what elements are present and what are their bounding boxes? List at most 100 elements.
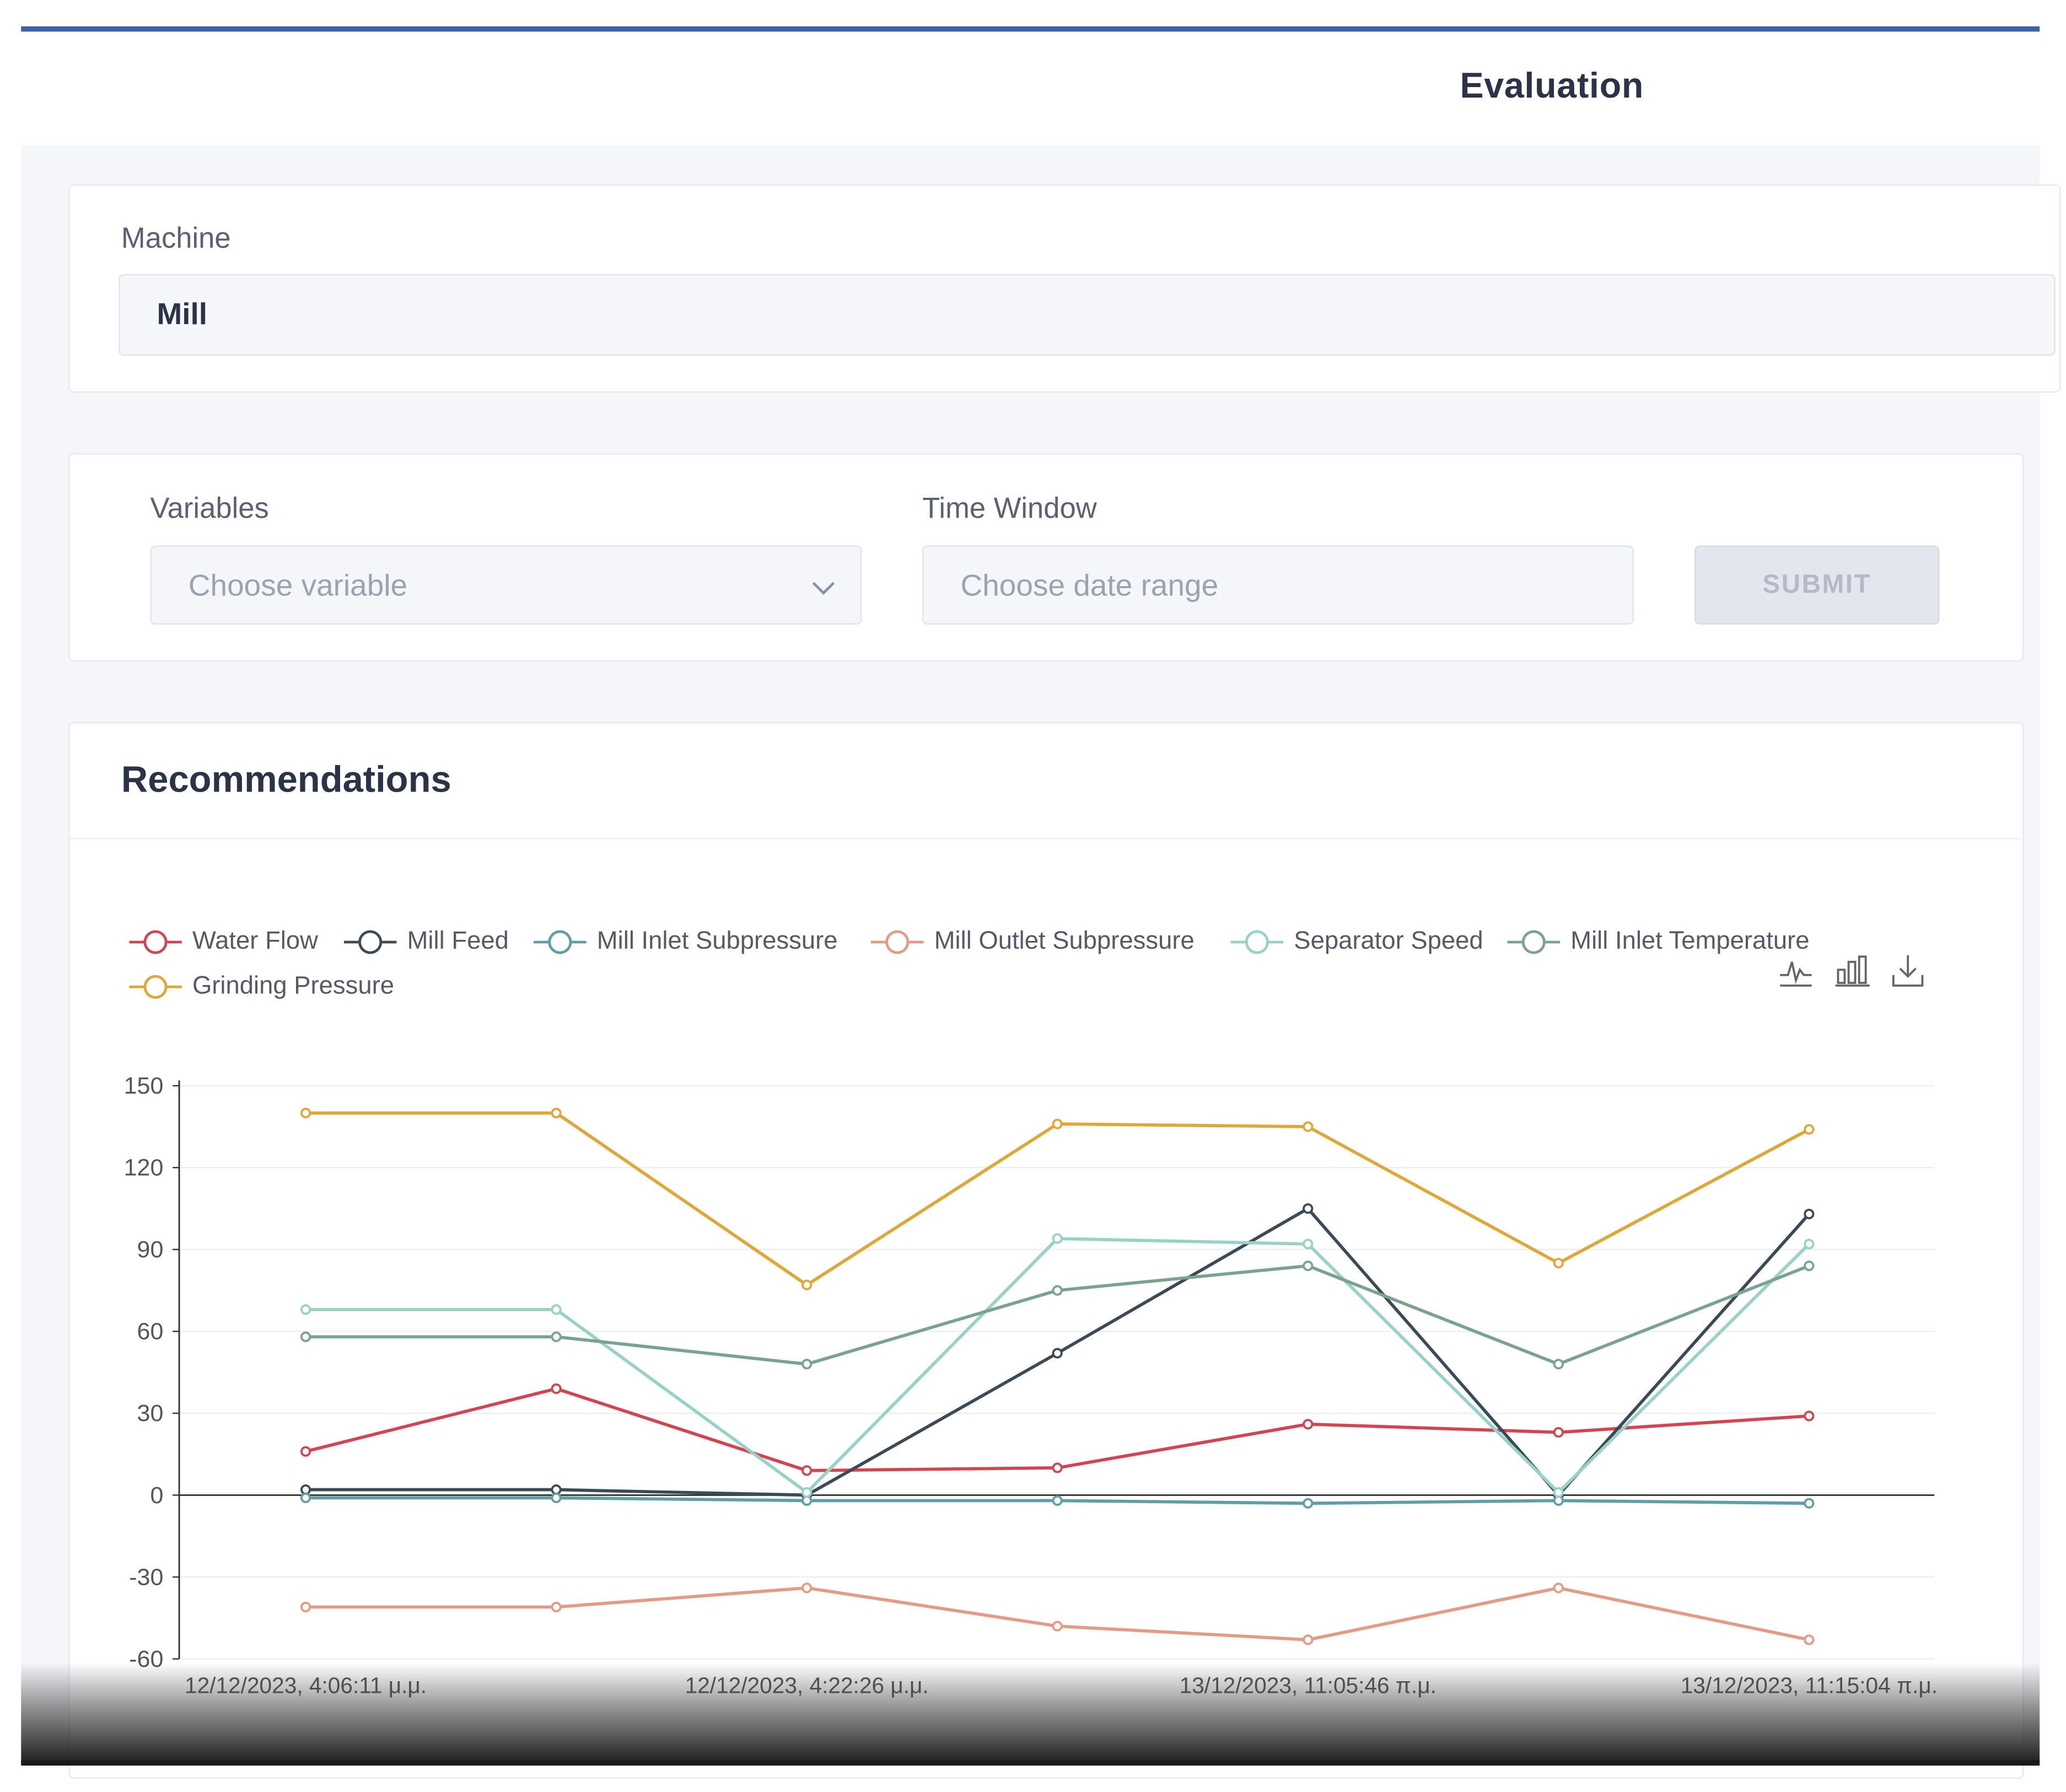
series-line bbox=[305, 1387, 1810, 1472]
legend-marker-icon bbox=[870, 930, 924, 954]
data-point[interactable] bbox=[300, 1492, 311, 1503]
series-0 bbox=[300, 1383, 1815, 1476]
recommendations-title: Recommendations bbox=[121, 758, 451, 800]
submit-button[interactable]: SUBMIT bbox=[1694, 545, 1940, 625]
data-point[interactable] bbox=[300, 1107, 311, 1118]
data-point[interactable] bbox=[551, 1304, 562, 1315]
data-point[interactable] bbox=[801, 1487, 813, 1498]
y-tick-label: 0 bbox=[150, 1482, 163, 1509]
series-3 bbox=[300, 1583, 1815, 1645]
series-4 bbox=[300, 1233, 1815, 1498]
y-tick-label: 120 bbox=[124, 1155, 164, 1181]
legend-marker-icon bbox=[1507, 930, 1561, 954]
line-chart-icon[interactable] bbox=[1776, 951, 1816, 991]
data-point[interactable] bbox=[1052, 1348, 1063, 1359]
legend-marker-icon bbox=[534, 930, 587, 954]
data-point[interactable] bbox=[551, 1492, 562, 1503]
bottom-edge bbox=[21, 1760, 2040, 1766]
legend-item-water-flow[interactable]: Water Flow bbox=[129, 925, 318, 959]
data-point[interactable] bbox=[1553, 1583, 1564, 1594]
legend-label: Water Flow bbox=[192, 927, 318, 956]
data-point[interactable] bbox=[1804, 1498, 1815, 1509]
date-range-input[interactable]: Choose date range bbox=[922, 545, 1634, 625]
data-point[interactable] bbox=[1804, 1260, 1815, 1272]
data-point[interactable] bbox=[300, 1304, 311, 1315]
legend-item-mill-outlet-subpressure[interactable]: Mill Outlet Subpressure bbox=[870, 925, 1195, 959]
legend-item-separator-speed[interactable]: Separator Speed bbox=[1230, 925, 1483, 959]
data-point[interactable] bbox=[801, 1279, 813, 1290]
data-point[interactable] bbox=[551, 1601, 562, 1612]
data-point[interactable] bbox=[801, 1583, 813, 1594]
data-point[interactable] bbox=[1303, 1203, 1314, 1214]
data-point[interactable] bbox=[1303, 1634, 1314, 1645]
page-title: Evaluation bbox=[1460, 66, 1644, 106]
data-point[interactable] bbox=[1052, 1621, 1063, 1632]
data-point[interactable] bbox=[1052, 1233, 1063, 1244]
data-point[interactable] bbox=[1804, 1634, 1815, 1645]
legend-item-mill-inlet-subpressure[interactable]: Mill Inlet Subpressure bbox=[534, 925, 838, 959]
data-point[interactable] bbox=[300, 1601, 311, 1612]
chart-axes bbox=[173, 1080, 1934, 1660]
data-point[interactable] bbox=[551, 1383, 562, 1394]
data-point[interactable] bbox=[1804, 1208, 1815, 1219]
data-point[interactable] bbox=[1303, 1121, 1314, 1132]
data-point[interactable] bbox=[801, 1359, 813, 1370]
y-tick-label: 90 bbox=[137, 1236, 164, 1263]
series-line bbox=[305, 1237, 1810, 1494]
machine-select[interactable]: Mill bbox=[119, 274, 2056, 356]
legend-label: Mill Inlet Subpressure bbox=[596, 927, 838, 956]
data-point[interactable] bbox=[1052, 1462, 1063, 1473]
y-tick-label: 60 bbox=[137, 1319, 164, 1345]
data-point[interactable] bbox=[1303, 1498, 1314, 1509]
date-range-placeholder: Choose date range bbox=[960, 568, 1219, 602]
data-point[interactable] bbox=[1553, 1257, 1564, 1269]
legend-label: Mill Feed bbox=[407, 927, 509, 956]
data-point[interactable] bbox=[1553, 1427, 1564, 1438]
series-5 bbox=[300, 1260, 1815, 1370]
y-tick-label: 30 bbox=[137, 1400, 164, 1427]
legend-item-mill-inlet-temperature[interactable]: Mill Inlet Temperature bbox=[1507, 925, 1810, 959]
legend-marker-icon bbox=[343, 930, 397, 954]
machine-value: Mill bbox=[157, 296, 208, 331]
data-point[interactable] bbox=[1303, 1260, 1314, 1272]
data-point[interactable] bbox=[1052, 1495, 1063, 1506]
variables-placeholder: Choose variable bbox=[188, 568, 408, 602]
download-icon[interactable] bbox=[1888, 951, 1928, 991]
bottom-shadow bbox=[21, 1662, 2040, 1763]
y-tick-label: 150 bbox=[124, 1073, 164, 1099]
data-point[interactable] bbox=[801, 1465, 813, 1476]
legend-label: Separator Speed bbox=[1294, 927, 1483, 956]
series-6 bbox=[300, 1107, 1815, 1290]
bar-chart-icon[interactable] bbox=[1833, 951, 1873, 991]
legend-marker-icon bbox=[129, 975, 182, 999]
legend-marker-icon bbox=[1230, 930, 1284, 954]
data-point[interactable] bbox=[551, 1107, 562, 1118]
legend-item-grinding-pressure[interactable]: Grinding Pressure bbox=[129, 970, 394, 1004]
data-point[interactable] bbox=[1553, 1359, 1564, 1370]
legend-label: Mill Outlet Subpressure bbox=[934, 927, 1195, 956]
legend-item-mill-feed[interactable]: Mill Feed bbox=[343, 925, 509, 959]
legend-label: Mill Inlet Temperature bbox=[1570, 927, 1810, 956]
time-window-label: Time Window bbox=[922, 491, 1097, 525]
divider bbox=[68, 838, 2021, 840]
data-point[interactable] bbox=[1052, 1118, 1063, 1129]
y-tick-label: -30 bbox=[129, 1564, 163, 1590]
data-point[interactable] bbox=[1804, 1239, 1815, 1250]
top-accent-bar bbox=[21, 26, 2040, 32]
data-point[interactable] bbox=[1553, 1487, 1564, 1498]
variables-dropdown[interactable]: Choose variable bbox=[150, 545, 862, 625]
chart-grid bbox=[179, 1085, 1934, 1660]
data-point[interactable] bbox=[300, 1446, 311, 1457]
legend-label: Grinding Pressure bbox=[192, 972, 394, 1000]
data-point[interactable] bbox=[1804, 1124, 1815, 1135]
data-point[interactable] bbox=[1804, 1411, 1815, 1422]
data-point[interactable] bbox=[551, 1331, 562, 1342]
chart-series bbox=[300, 1107, 1815, 1645]
data-point[interactable] bbox=[300, 1331, 311, 1342]
data-point[interactable] bbox=[1052, 1285, 1063, 1296]
variables-label: Variables bbox=[150, 491, 269, 525]
data-point[interactable] bbox=[1303, 1419, 1314, 1430]
data-point[interactable] bbox=[1303, 1239, 1314, 1250]
machine-label: Machine bbox=[121, 221, 231, 255]
